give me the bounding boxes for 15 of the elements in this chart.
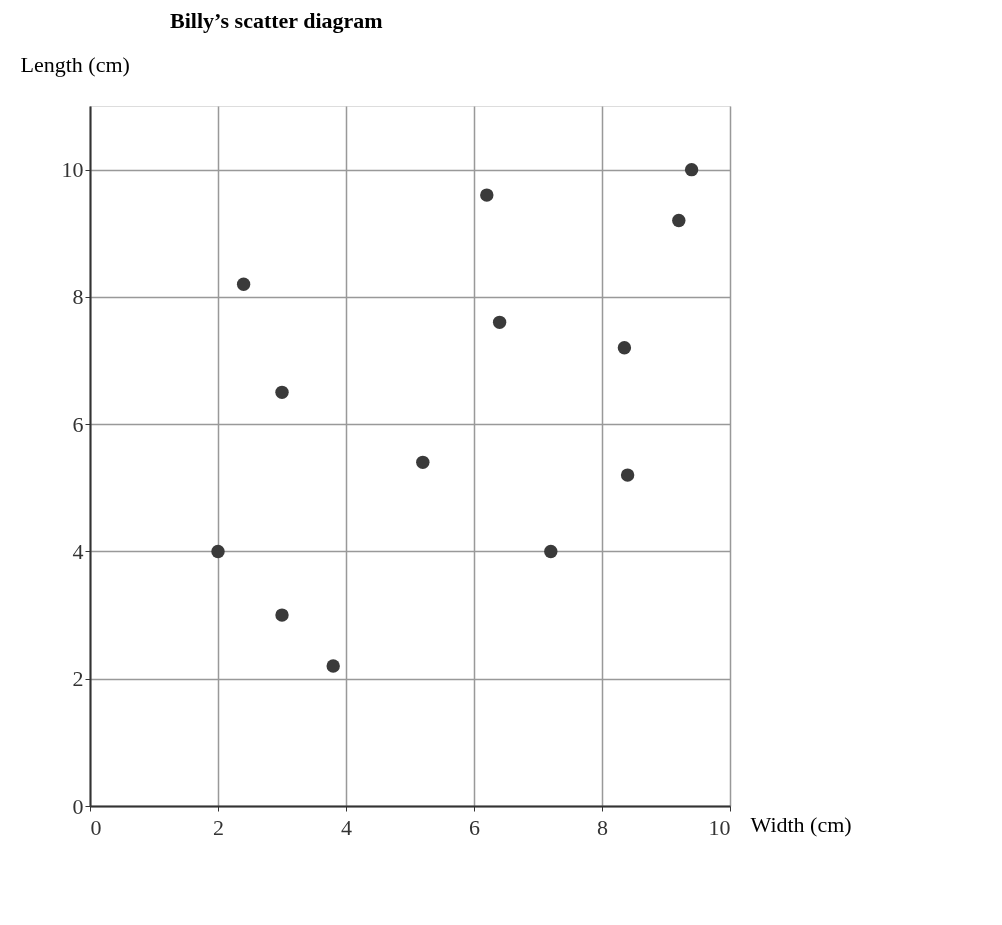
x-tick-label: 8 xyxy=(597,814,608,840)
chart-title: Billy’s scatter diagram xyxy=(170,8,383,33)
y-axis-title: Length (cm) xyxy=(20,51,130,77)
x-tick-label: 0 xyxy=(90,814,102,840)
y-tick-label: 10 xyxy=(61,157,84,183)
y-tick-label: 0 xyxy=(72,793,84,819)
x-tick-label: 10 xyxy=(708,814,731,840)
x-axis-title: Width (cm) xyxy=(750,811,852,837)
y-tick-label: 8 xyxy=(72,284,84,310)
x-tick-label: 2 xyxy=(213,814,224,840)
x-tick-label: 4 xyxy=(341,814,352,840)
y-tick-label: 2 xyxy=(72,666,84,692)
x-tick-label: 6 xyxy=(469,814,480,840)
y-tick-label: 4 xyxy=(72,538,84,564)
y-tick-label: 6 xyxy=(72,411,84,437)
